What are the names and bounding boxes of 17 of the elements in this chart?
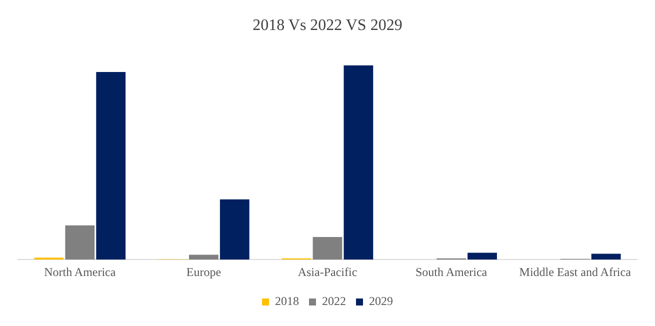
bar <box>220 199 250 260</box>
bar <box>65 225 95 260</box>
x-tick-label: South America <box>415 264 488 279</box>
bar <box>591 254 621 260</box>
x-tick-label: Europe <box>186 264 222 279</box>
x-tick-label: North America <box>44 264 116 279</box>
legend-label: 2029 <box>369 294 393 308</box>
bar <box>344 65 374 260</box>
chart-title: 2018 Vs 2022 VS 2029 <box>252 16 402 34</box>
bar <box>189 254 218 260</box>
x-tick-label: Middle East and Africa <box>519 264 632 279</box>
bar <box>96 72 126 260</box>
bar <box>312 237 342 260</box>
bar <box>468 252 497 260</box>
legend-label: 2022 <box>322 294 346 308</box>
x-tick-label: Asia-Pacific <box>298 264 358 279</box>
legend-label: 2018 <box>275 294 299 308</box>
